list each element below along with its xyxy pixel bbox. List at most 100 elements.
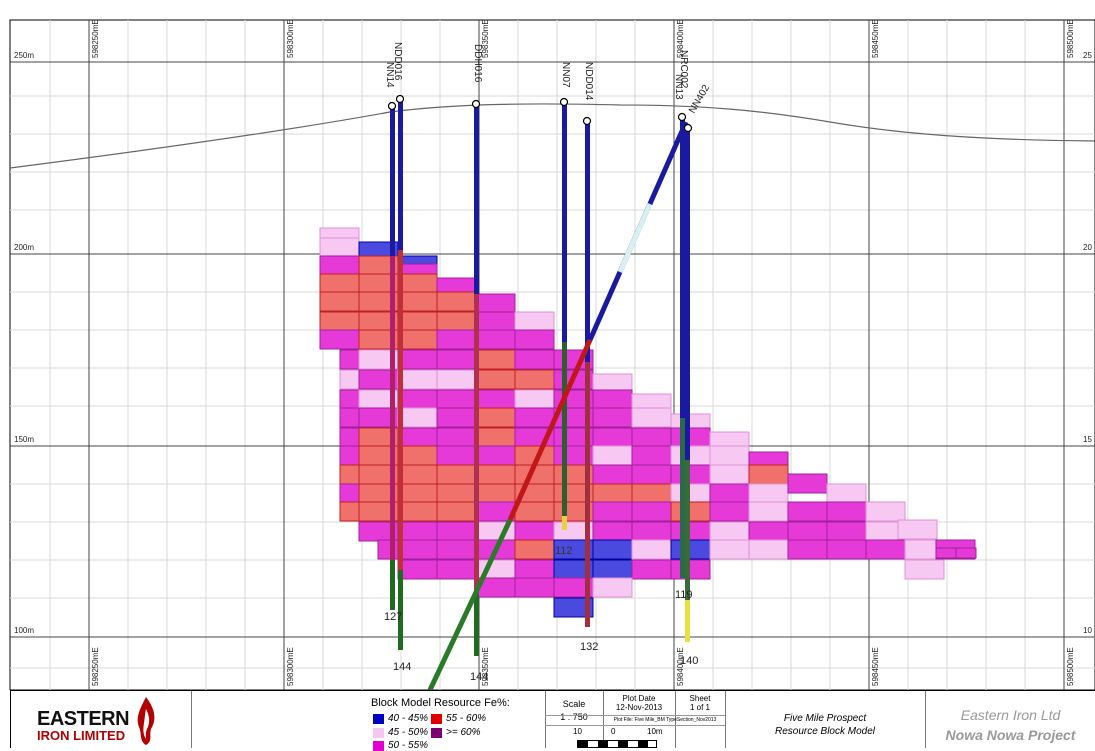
model-block	[397, 559, 438, 580]
model-block	[826, 483, 867, 504]
model-block	[592, 445, 633, 466]
model-block	[397, 501, 438, 522]
drillhole-trace	[585, 122, 590, 362]
model-block	[748, 464, 789, 485]
model-block	[397, 349, 438, 370]
legend-item: 55 - 60%	[431, 713, 486, 724]
logo-subtext: IRON LIMITED	[37, 728, 126, 743]
end-depth-label: 144	[393, 661, 411, 673]
elevation-label: 200m	[14, 243, 34, 252]
model-block	[436, 521, 477, 542]
legend-item: 40 - 45%	[373, 713, 428, 724]
model-block	[475, 311, 516, 332]
model-block	[475, 445, 516, 466]
end-depth-label: 127	[384, 611, 402, 623]
easting-label-bottom: 598500mE	[1066, 647, 1075, 686]
model-block	[631, 464, 672, 485]
collar-marker	[395, 94, 405, 104]
model-block	[955, 547, 977, 559]
easting-label-top: 598250mE	[91, 19, 100, 58]
sheet-label: Sheet	[689, 694, 711, 703]
plot-file-text: Plot File: Five Mile_BM TypeSection_Nov2…	[613, 717, 717, 723]
model-block	[592, 389, 633, 410]
plot-file-divider	[545, 715, 725, 716]
model-block	[475, 407, 516, 428]
drillhole-label: NN14	[384, 62, 395, 88]
model-block	[514, 407, 555, 428]
easting-label-bottom: 598250mE	[91, 647, 100, 686]
drillhole-label: NN13	[673, 74, 684, 100]
model-block	[787, 521, 828, 542]
company-name: Eastern Iron Ltd	[960, 707, 1061, 723]
end-depth-label: 132	[580, 641, 598, 653]
model-block	[631, 407, 672, 428]
company-cell: Eastern Iron Ltd Nowa Nowa Project	[925, 691, 1095, 748]
model-block	[475, 389, 516, 410]
model-block	[748, 483, 789, 504]
model-block	[865, 539, 906, 560]
model-block	[826, 521, 867, 542]
drillhole-trace	[680, 118, 685, 418]
model-block	[865, 501, 906, 522]
sheet-value: 1 of 1	[689, 703, 710, 712]
drillhole-label: NDD016	[392, 42, 403, 81]
drillhole-trace	[685, 600, 690, 642]
legend-item: >= 60%	[431, 727, 480, 738]
model-block	[904, 559, 945, 580]
model-block	[514, 329, 555, 350]
easting-label-top: 598500mE	[1066, 19, 1075, 58]
model-block	[514, 311, 555, 332]
end-depth-label: 119	[675, 589, 693, 601]
drillhole-trace	[390, 106, 395, 256]
model-block	[631, 559, 672, 580]
scale-bar-right: 10m	[647, 727, 663, 736]
drillhole-label: NDD014	[583, 62, 594, 101]
model-block	[631, 501, 672, 522]
legend-swatch	[431, 713, 442, 724]
model-block	[553, 597, 594, 618]
model-block	[514, 539, 555, 560]
model-block	[592, 577, 633, 598]
model-block	[436, 559, 477, 580]
model-block	[319, 291, 360, 312]
elevation-label-right: 10	[1083, 626, 1092, 635]
collar-marker	[582, 116, 592, 126]
drillhole-trace	[585, 362, 590, 627]
elevation-label: 150m	[14, 435, 34, 444]
model-block	[631, 521, 672, 542]
model-block	[436, 445, 477, 466]
drillhole-trace	[474, 594, 479, 656]
model-block	[787, 473, 828, 494]
plot-date-value: 12-Nov-2013	[615, 703, 663, 712]
model-block	[397, 464, 438, 485]
model-block	[670, 521, 711, 542]
model-block	[787, 539, 828, 560]
model-block	[592, 407, 633, 428]
model-block	[475, 427, 516, 448]
plot-date-label: Plot Date	[622, 694, 656, 703]
collar-marker	[683, 123, 693, 133]
model-block	[436, 501, 477, 522]
cross-section-plot: 598250mE 598300mE 598350mE 598400mE 5984…	[9, 19, 1095, 690]
model-block	[436, 407, 477, 428]
scale-bar-divider	[545, 725, 725, 726]
drillhole-trace	[617, 202, 653, 274]
company-logo: EASTERN IRON LIMITED	[37, 709, 130, 743]
elevation-label: 250m	[14, 51, 34, 60]
easting-label-top: 598350mE	[481, 19, 490, 58]
drillhole-trace	[562, 516, 567, 530]
topography-line	[9, 103, 1095, 169]
drillhole-trace	[562, 342, 567, 530]
map-title-cell: Five Mile Prospect Resource Block Model	[725, 691, 926, 748]
model-block	[709, 521, 750, 542]
easting-label-bottom: 598450mE	[871, 647, 880, 686]
elevation-label-right: 25	[1083, 51, 1092, 60]
collar-marker	[559, 97, 569, 107]
model-block	[670, 427, 711, 448]
model-block	[436, 389, 477, 410]
model-block	[709, 539, 750, 560]
flame-icon	[137, 697, 155, 745]
major-grid	[10, 20, 1095, 690]
legend-label: 55 - 60%	[446, 713, 487, 724]
model-block	[436, 349, 477, 370]
